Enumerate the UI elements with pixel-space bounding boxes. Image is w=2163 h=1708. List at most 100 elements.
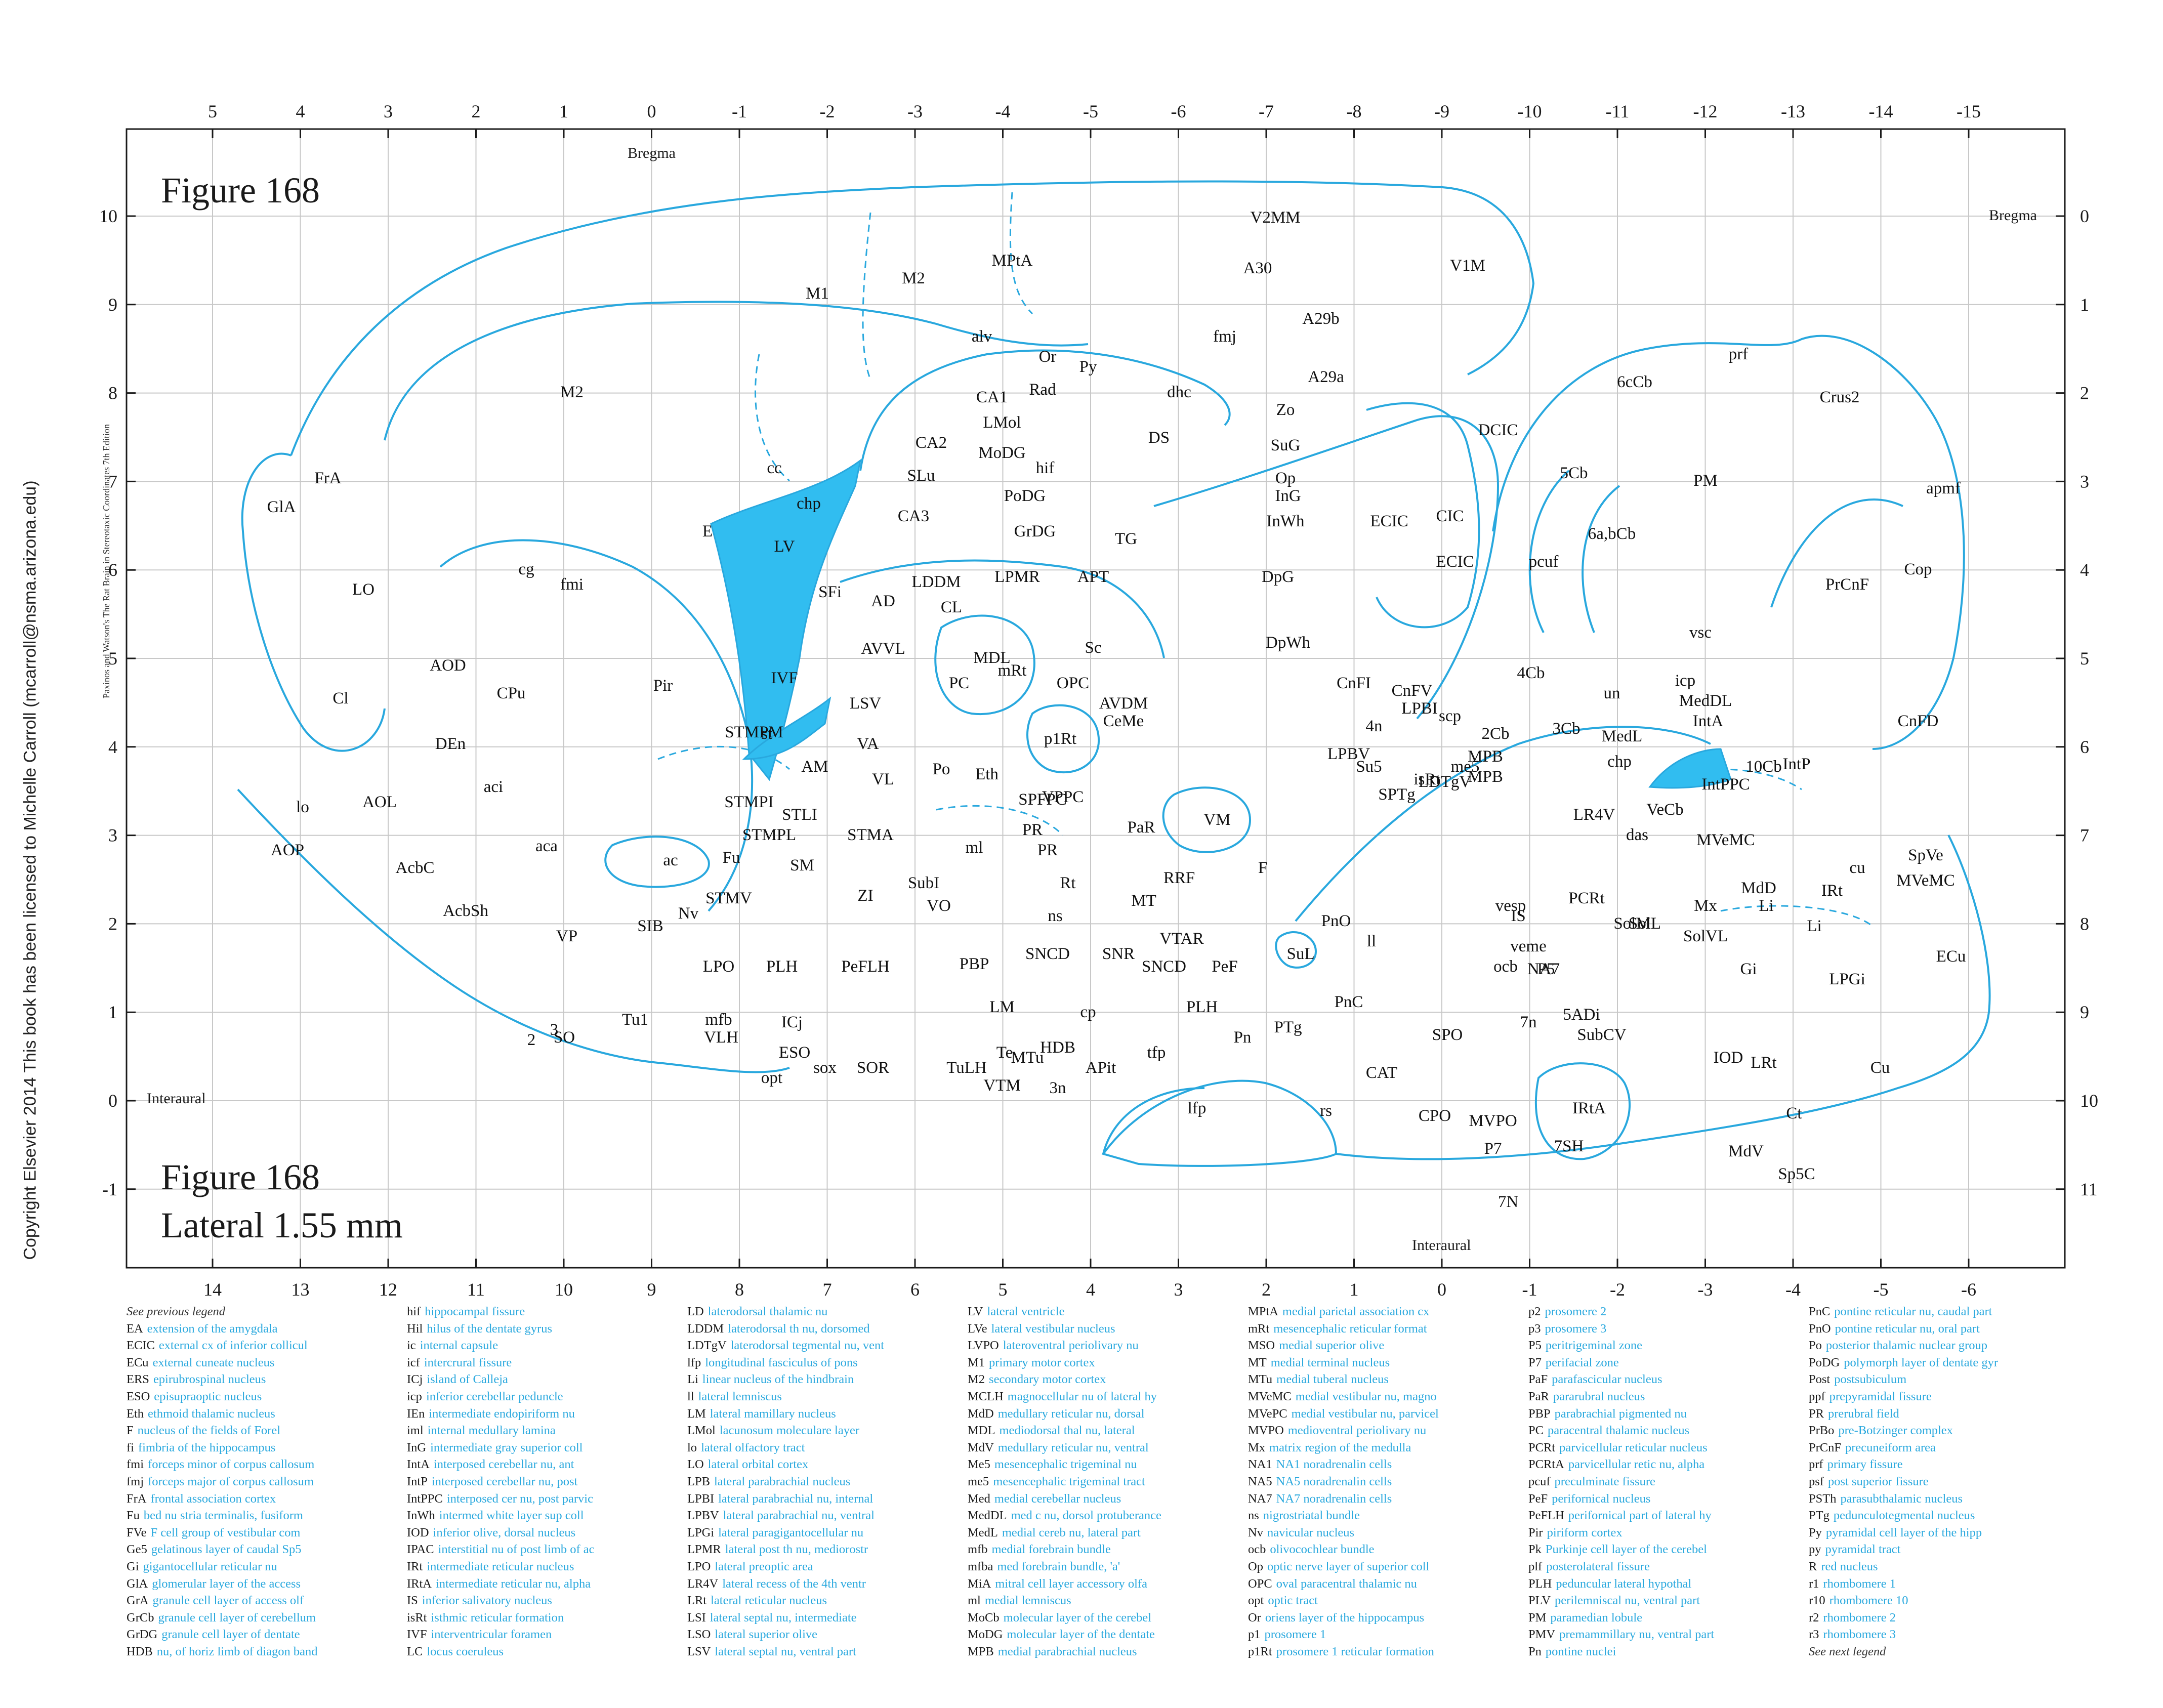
region-label: MVeMC <box>1696 831 1755 849</box>
legend-entry: LV lateral ventricle <box>968 1303 1248 1320</box>
legend-abbreviation: LPGi <box>687 1525 715 1539</box>
legend-entry: LM lateral mamillary nucleus <box>687 1405 968 1423</box>
legend-abbreviation: ICj <box>407 1372 423 1387</box>
region-label: LPO <box>703 957 734 976</box>
striatum-outline <box>439 539 754 912</box>
region-label: FrA <box>314 469 341 487</box>
medulla-outline <box>1336 835 1991 1160</box>
region-label: TuLH <box>946 1059 987 1077</box>
legend-definition: intermediate reticular nu, alpha <box>436 1576 591 1591</box>
legend-definition: island of Calleja <box>427 1372 508 1387</box>
region-label: ECu <box>1936 947 1966 966</box>
region-label: CAT <box>1366 1064 1397 1082</box>
region-label: AcbSh <box>443 902 488 920</box>
legend-abbreviation: ECIC <box>127 1339 155 1353</box>
axis-top-tick: -14 <box>1869 101 1893 121</box>
legend-entry: PeF perifornical nucleus <box>1528 1490 1809 1508</box>
region-label: MVPO <box>1469 1112 1517 1130</box>
legend-entry: MedL medial cereb nu, lateral part <box>968 1524 1248 1542</box>
region-label: ac <box>663 851 678 869</box>
axis-left-tick: 3 <box>108 825 117 846</box>
legend-entry: Eth ethmoid thalamic nucleus <box>127 1405 407 1423</box>
region-label: Op <box>1275 469 1296 487</box>
legend-definition: medial tuberal nucleus <box>1276 1372 1389 1387</box>
legend-abbreviation: FVe <box>127 1525 147 1539</box>
legend-abbreviation: LVe <box>968 1321 987 1336</box>
legend-abbreviation: MVePC <box>1248 1406 1287 1421</box>
legend-entry: IOD inferior olive, dorsal nucleus <box>407 1524 687 1542</box>
legend-abbreviation: p1 <box>1248 1628 1261 1642</box>
legend-definition: pararubral nucleus <box>1553 1389 1645 1403</box>
legend-abbreviation: LRt <box>687 1594 707 1608</box>
legend-definition: internal capsule <box>420 1339 498 1353</box>
legend-definition: bed nu stria terminalis, fusiform <box>143 1509 303 1523</box>
rs-oval <box>1275 931 1317 969</box>
legend-abbreviation: NA5 <box>1248 1474 1272 1488</box>
region-label: PLH <box>766 957 798 976</box>
legend-entry: Li linear nucleus of the hindbrain <box>687 1371 968 1388</box>
legend-definition: inferior salivatory nucleus <box>422 1594 552 1608</box>
corpus-callosum <box>384 301 1089 441</box>
legend-abbreviation: MCLH <box>968 1389 1004 1403</box>
legend-definition: pedunculotegmental nucleus <box>1833 1509 1975 1523</box>
region-label: SubI <box>908 874 939 892</box>
legend-entry: Post postsubiculum <box>1809 1371 2089 1388</box>
legend-definition: interventricular foramen <box>431 1628 552 1642</box>
legend-entry: NA5 NA5 noradrenalin cells <box>1248 1473 1528 1490</box>
legend-definition: granule cell layer of dentate <box>161 1628 300 1642</box>
region-label: ECIC <box>1436 553 1474 571</box>
region-label: chp <box>1607 753 1632 771</box>
cerebellum-folia <box>1528 470 1903 633</box>
legend-definition: glomerular layer of the access <box>152 1576 301 1591</box>
region-label: STMPL <box>742 826 796 844</box>
region-label: un <box>1604 684 1620 702</box>
legend-entry: r1 rhombomere 1 <box>1809 1575 2089 1593</box>
axis-left-tick: 9 <box>108 295 117 315</box>
legend-abbreviation: Po <box>1809 1339 1822 1353</box>
legend-entry: MVePC medial vestibular nu, parvicel <box>1248 1405 1528 1423</box>
legend-entry: fmi forceps minor of corpus callosum <box>127 1456 407 1473</box>
region-label: 4n <box>1366 717 1383 735</box>
legend-definition: external cx of inferior collicul <box>158 1339 308 1353</box>
legend-definition: perifornical nucleus <box>1552 1491 1651 1506</box>
legend-entry: LD laterodorsal thalamic nu <box>687 1303 968 1320</box>
axis-left-tick: 0 <box>108 1091 117 1111</box>
legend-abbreviation: PLV <box>1528 1594 1551 1608</box>
legend-definition: forceps major of corpus callosum <box>148 1474 314 1488</box>
region-label: VM <box>1203 811 1230 829</box>
region-label: Su5 <box>1356 758 1382 776</box>
region-label: STMV <box>705 889 752 907</box>
legend-entry: IPAC interstitial nu of post limb of ac <box>407 1541 687 1558</box>
legend-definition: red nucleus <box>1821 1559 1878 1573</box>
legend-abbreviation: r1 <box>1809 1576 1819 1591</box>
region-label: M2 <box>560 383 584 401</box>
axis-bottom-tick: 6 <box>910 1279 920 1296</box>
region-label: Pir <box>653 677 673 695</box>
legend-definition: nucleus of the fields of Forel <box>137 1424 281 1438</box>
region-label: APit <box>1086 1059 1116 1077</box>
legend-entry: me5 mesencephalic trigeminal tract <box>968 1473 1248 1490</box>
legend-entry: PrCnF precuneiform area <box>1809 1439 2089 1456</box>
legend-abbreviation: pcuf <box>1528 1474 1551 1488</box>
legend-definition: premammillary nu, ventral part <box>1559 1628 1715 1642</box>
region-label: GlA <box>267 498 296 516</box>
legend-abbreviation: mRt <box>1248 1321 1270 1336</box>
legend-entry: ll lateral lemniscus <box>687 1388 968 1405</box>
legend-abbreviation: FrA <box>127 1491 147 1506</box>
aca-oval <box>604 836 710 888</box>
legend-definition: locus coeruleus <box>427 1644 504 1658</box>
axis-top-tick: -4 <box>995 101 1011 121</box>
legend-abbreviation: LD <box>687 1305 704 1318</box>
region-label: VeCb <box>1646 801 1683 819</box>
legend-definition: pre-Botzinger complex <box>1838 1424 1953 1438</box>
region-label: HDB <box>1040 1038 1075 1057</box>
legend-abbreviation: p2 <box>1528 1305 1541 1318</box>
legend-definition: interposed cerebellar nu, post <box>431 1474 578 1488</box>
legend-definition: granule cell layer of access olf <box>152 1594 304 1608</box>
axis-bottom-tick: -2 <box>1610 1279 1625 1296</box>
legend-abbreviation: PC <box>1528 1424 1544 1438</box>
legend-abbreviation: Med <box>968 1491 990 1506</box>
legend-entry: GrA granule cell layer of access olf <box>127 1592 407 1609</box>
region-label: PM <box>1693 472 1718 490</box>
legend-definition: medullary reticular nu, ventral <box>997 1440 1149 1454</box>
